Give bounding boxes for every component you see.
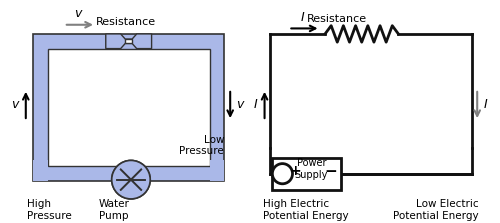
FancyBboxPatch shape — [210, 160, 224, 182]
Text: High Electric
Potential Energy: High Electric Potential Energy — [263, 199, 349, 221]
Circle shape — [112, 160, 150, 199]
FancyBboxPatch shape — [33, 34, 224, 181]
FancyBboxPatch shape — [33, 160, 48, 182]
Text: $v$: $v$ — [236, 99, 245, 112]
Polygon shape — [125, 39, 132, 43]
Text: $v$: $v$ — [10, 99, 20, 112]
Text: Water
Pump: Water Pump — [99, 199, 130, 221]
Text: Low
Pressure: Low Pressure — [180, 135, 224, 156]
Circle shape — [112, 160, 150, 199]
Text: $I$: $I$ — [253, 99, 258, 112]
Text: $I$: $I$ — [483, 99, 488, 112]
Text: +: + — [290, 164, 301, 178]
Text: $v$: $v$ — [74, 7, 84, 20]
Text: Resistance: Resistance — [96, 17, 156, 27]
FancyBboxPatch shape — [48, 49, 209, 166]
Text: Low Electric
Potential Energy: Low Electric Potential Energy — [393, 199, 478, 221]
Text: Resistance: Resistance — [306, 14, 367, 24]
Text: −: − — [324, 164, 338, 179]
Circle shape — [272, 164, 292, 184]
Bar — [272, 158, 341, 190]
Text: Power
Supply: Power Supply — [294, 158, 328, 180]
Polygon shape — [106, 34, 152, 49]
Text: $I$: $I$ — [300, 11, 306, 24]
Text: High
Pressure: High Pressure — [27, 199, 72, 221]
